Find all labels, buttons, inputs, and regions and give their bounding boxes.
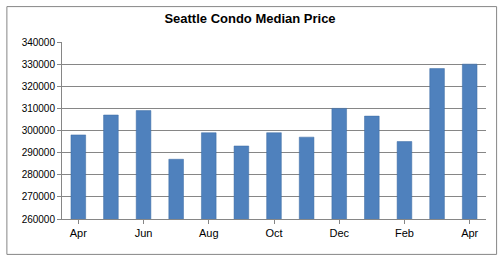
svg-text:Dec: Dec xyxy=(329,227,349,239)
svg-text:Jun: Jun xyxy=(135,227,153,239)
svg-text:260000: 260000 xyxy=(22,214,56,225)
svg-text:270000: 270000 xyxy=(22,191,56,202)
svg-text:310000: 310000 xyxy=(22,103,56,114)
svg-text:Oct: Oct xyxy=(265,227,282,239)
svg-text:Feb: Feb xyxy=(395,227,414,239)
svg-text:320000: 320000 xyxy=(22,81,56,92)
svg-text:Apr: Apr xyxy=(70,227,87,239)
svg-text:Aug: Aug xyxy=(199,227,219,239)
svg-text:Seattle Condo Median Price: Seattle Condo Median Price xyxy=(164,11,335,26)
svg-text:340000: 340000 xyxy=(22,37,56,48)
svg-text:280000: 280000 xyxy=(22,169,56,180)
svg-text:290000: 290000 xyxy=(22,147,56,158)
svg-text:Apr: Apr xyxy=(461,227,478,239)
svg-text:330000: 330000 xyxy=(22,59,56,70)
svg-text:300000: 300000 xyxy=(22,125,56,136)
